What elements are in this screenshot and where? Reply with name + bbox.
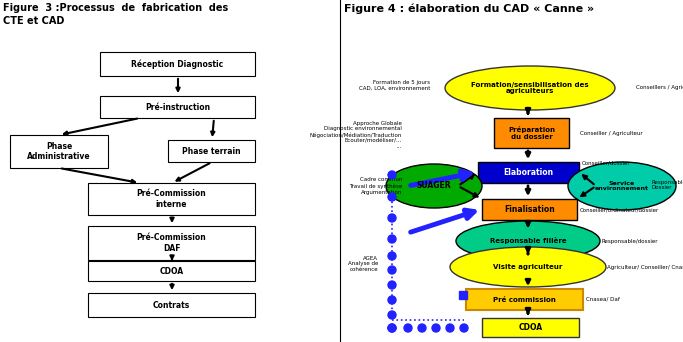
Ellipse shape	[386, 164, 482, 208]
Text: Responsable/dossier: Responsable/dossier	[601, 238, 658, 244]
Text: Finalisation: Finalisation	[504, 205, 555, 214]
Bar	[482, 199, 577, 220]
Text: Cadre commun
Travail de synthèse
Argumentation: Cadre commun Travail de synthèse Argumen…	[349, 177, 402, 195]
Circle shape	[388, 252, 396, 260]
Bar	[88, 293, 255, 317]
Circle shape	[388, 281, 396, 289]
Text: Figure 4 : élaboration du CAD « Canne »: Figure 4 : élaboration du CAD « Canne »	[344, 3, 594, 13]
Text: Conseiller/dossier: Conseiller/dossier	[582, 160, 630, 166]
Bar	[88, 183, 255, 215]
Bar	[482, 318, 579, 337]
Text: Pré-Commission
DAF: Pré-Commission DAF	[137, 233, 206, 253]
Text: AGEA
Analyse de
cohérence: AGEA Analyse de cohérence	[348, 256, 378, 272]
Text: Contrats: Contrats	[153, 301, 190, 310]
Text: Conseiller / Agriculteur: Conseiller / Agriculteur	[580, 131, 643, 135]
Text: Phase terrain: Phase terrain	[182, 146, 241, 156]
Circle shape	[388, 266, 396, 274]
Ellipse shape	[456, 221, 600, 261]
Circle shape	[388, 171, 396, 179]
Text: Conseiller/ordinateur/dossier: Conseiller/ordinateur/dossier	[580, 208, 659, 212]
Text: Pré commission: Pré commission	[493, 297, 556, 303]
Circle shape	[388, 235, 396, 243]
Ellipse shape	[445, 66, 615, 110]
Bar	[10, 135, 108, 168]
Bar	[466, 289, 583, 310]
Circle shape	[404, 324, 412, 332]
Bar	[88, 261, 255, 281]
Text: CDOA: CDOA	[518, 323, 542, 332]
Circle shape	[388, 214, 396, 222]
Circle shape	[432, 324, 440, 332]
Text: Visite agriculteur: Visite agriculteur	[493, 264, 563, 270]
Circle shape	[388, 324, 396, 332]
Circle shape	[388, 296, 396, 304]
Bar	[100, 96, 255, 118]
Text: Responsable
Dossier: Responsable Dossier	[651, 180, 683, 190]
Text: Conseillers / Agriculteurs: Conseillers / Agriculteurs	[636, 86, 683, 91]
Ellipse shape	[568, 162, 676, 210]
Text: Approche Globale
Diagnostic environnemental
Négociation/Médiation/Traduction
Eco: Approche Globale Diagnostic environnemen…	[309, 121, 402, 149]
Text: Formation/sensibilisation des
agriculteurs: Formation/sensibilisation des agriculteu…	[471, 81, 589, 94]
Circle shape	[418, 324, 426, 332]
Text: Cnasea/ Daf: Cnasea/ Daf	[586, 297, 620, 302]
Text: Réception Diagnostic: Réception Diagnostic	[131, 59, 223, 69]
Text: CTE et CAD: CTE et CAD	[3, 16, 64, 26]
Text: Responsable filière: Responsable filière	[490, 237, 566, 245]
Text: Elaboration: Elaboration	[503, 168, 553, 177]
Text: Service
environnement: Service environnement	[595, 181, 649, 192]
Circle shape	[388, 311, 396, 319]
Bar	[168, 140, 255, 162]
Bar	[88, 226, 255, 260]
Text: SUAGER: SUAGER	[417, 182, 451, 190]
Bar	[100, 52, 255, 76]
Circle shape	[388, 193, 396, 201]
Text: Phase
Administrative: Phase Administrative	[27, 142, 91, 161]
Text: Agriculteur/ Conseiller/ Cnasea: Agriculteur/ Conseiller/ Cnasea	[607, 264, 683, 269]
Text: Pré-Commission
interne: Pré-Commission interne	[137, 189, 206, 209]
Ellipse shape	[450, 247, 606, 287]
Text: Préparation
du dossier: Préparation du dossier	[508, 126, 555, 140]
Text: Figure  3 :Processus  de  fabrication  des: Figure 3 :Processus de fabrication des	[3, 3, 228, 13]
Bar	[494, 118, 569, 148]
Text: Formation de 5 jours
CAD, LOA, environnement: Formation de 5 jours CAD, LOA, environne…	[359, 80, 430, 90]
Text: CDOA: CDOA	[159, 266, 184, 276]
Circle shape	[460, 324, 468, 332]
Bar	[478, 162, 579, 183]
Bar	[459, 291, 467, 299]
Circle shape	[388, 324, 396, 332]
Text: Pré-instruction: Pré-instruction	[145, 103, 210, 111]
Circle shape	[446, 324, 454, 332]
